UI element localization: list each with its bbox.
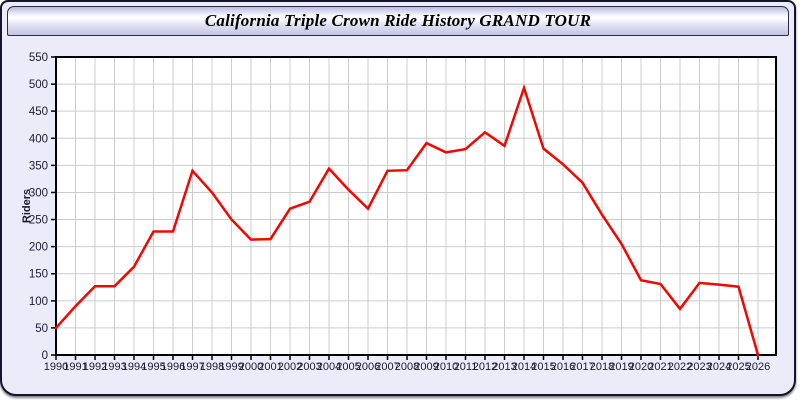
y-tick-label: 50 [35,323,48,335]
x-tick-label: 2011 [454,361,478,373]
x-tick-label: 2007 [375,361,399,373]
x-tick-label: 1990 [44,361,68,373]
x-tick-label: 1998 [200,361,224,373]
y-tick-label: 200 [29,242,48,254]
x-tick-label: 2014 [512,361,536,373]
y-tick-label: 0 [42,350,48,362]
y-tick-label: 550 [29,52,48,64]
x-tick-label: 2018 [590,361,614,373]
x-tick-label: 1992 [83,361,107,373]
plot-border [55,56,777,356]
x-tick-label: 2008 [395,361,419,373]
y-tick-label: 500 [29,79,48,91]
x-tick-label: 1993 [102,361,126,373]
riders-line-chart: 0501001502002503003504004505005501990199… [21,52,777,373]
y-tick-label: 450 [29,106,48,118]
x-tick-label: 2001 [258,361,282,373]
x-tick-label: 2026 [746,361,770,373]
title-bar: California Triple Crown Ride History GRA… [7,6,789,36]
x-tick-label: 2024 [707,361,731,373]
data-line [54,83,760,357]
y-tick-label: 100 [29,296,48,308]
y-tick-label: 300 [29,187,48,199]
x-tick-label: 1997 [180,361,204,373]
x-tick-label: 2005 [336,361,360,373]
x-tick-label: 2017 [570,361,594,373]
x-tick-label: 1994 [122,361,146,373]
x-tick-label: 2022 [668,361,692,373]
x-tick-label: 2016 [551,361,575,373]
x-tick-label: 2021 [648,361,672,373]
x-tick-label: 2012 [473,361,497,373]
x-tick-label: 2023 [687,361,711,373]
x-tick-label: 1995 [141,361,165,373]
y-tick-label: 400 [29,133,48,145]
x-tick-label: 1991 [63,361,87,373]
plot-area [56,57,776,355]
x-tick-label: 2015 [531,361,555,373]
chart-title: California Triple Crown Ride History GRA… [204,11,592,30]
x-tick-label: 1999 [219,361,243,373]
chart-area: 0 50 100 150 200 250 300 350 400 450 500 550 1990 199… [2,2,794,394]
y-axis-title: Riders [21,189,33,223]
x-tick-label: 2019 [609,361,633,373]
x-tick-label: 2009 [414,361,438,373]
x-tick-label: 2010 [434,361,458,373]
x-tick-label: 2013 [492,361,516,373]
x-tick-label: 2025 [726,361,750,373]
y-tick-label: 150 [29,269,48,281]
x-tick-label: 2006 [356,361,380,373]
y-tick-label: 350 [29,160,48,172]
x-tick-label: 2003 [297,361,321,373]
x-tick-label: 2002 [278,361,302,373]
y-tick-label: 250 [29,215,48,227]
x-tick-label: 2004 [317,361,341,373]
x-tick-label: 2000 [239,361,263,373]
x-tick-label: 1996 [161,361,185,373]
x-tick-label: 2020 [629,361,653,373]
